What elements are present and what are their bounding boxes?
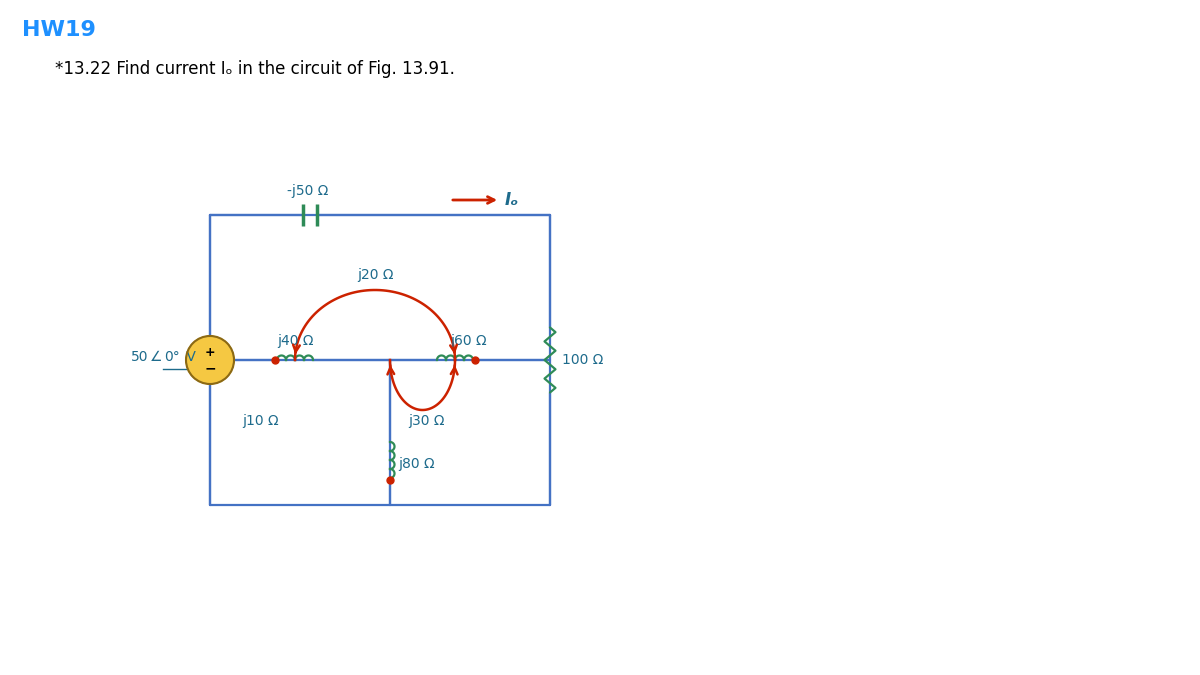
Text: j20 Ω: j20 Ω (356, 268, 394, 282)
Text: j60 Ω: j60 Ω (450, 334, 487, 348)
Text: V: V (182, 350, 196, 364)
Text: j80 Ω: j80 Ω (398, 457, 434, 471)
Text: 100 Ω: 100 Ω (562, 353, 604, 367)
Text: Iₒ: Iₒ (505, 191, 520, 209)
Text: j10 Ω: j10 Ω (242, 414, 278, 427)
Circle shape (186, 336, 234, 384)
Text: 0°: 0° (164, 350, 180, 364)
Text: j30 Ω: j30 Ω (408, 414, 444, 427)
Text: −: − (204, 361, 216, 375)
Text: -j50 Ω: -j50 Ω (287, 184, 329, 198)
Text: +: + (205, 346, 215, 358)
Text: *13.22 Find current Iₒ in the circuit of Fig. 13.91.: *13.22 Find current Iₒ in the circuit of… (55, 60, 455, 78)
Text: HW19: HW19 (22, 20, 96, 40)
Text: 50: 50 (131, 350, 148, 364)
Text: ∠: ∠ (150, 350, 162, 364)
Text: j40 Ω: j40 Ω (277, 334, 313, 348)
